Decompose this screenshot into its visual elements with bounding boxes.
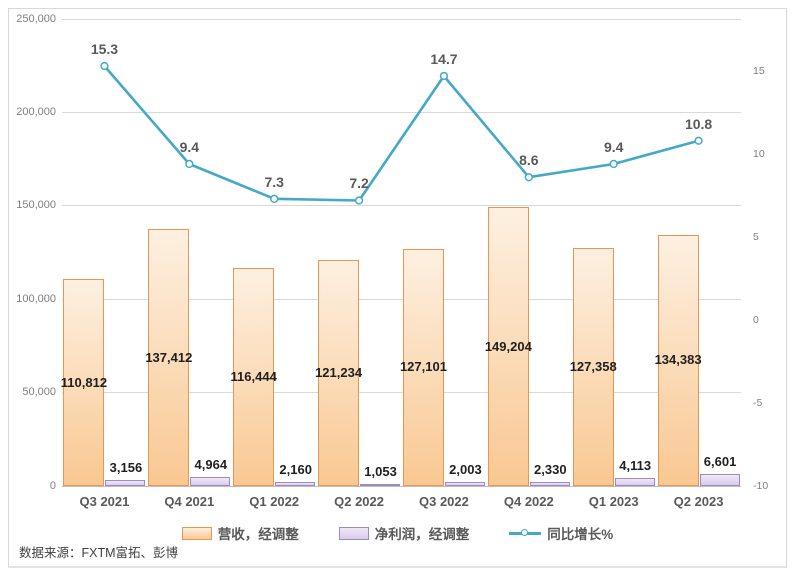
- profit-swatch-icon: [338, 526, 369, 540]
- growth-point-marker: [185, 159, 194, 169]
- growth-point-marker: [270, 194, 279, 203]
- growth-line: [103, 65, 699, 202]
- growth-point-marker: [694, 136, 703, 145]
- chart-frame: 110,812 137,412 116,444 121,234 127,101 149,2…: [8, 8, 787, 568]
- source-note: 数据来源：FXTM富拓、彭博: [19, 546, 179, 560]
- legend: 营收，经调整 净利润，经调整 同比增长%: [9, 523, 786, 543]
- growth-line-series: [100, 61, 703, 205]
- revenue-swatch-icon: [181, 526, 212, 540]
- growth-point-marker: [609, 159, 618, 169]
- growth-point-marker: [100, 61, 109, 71]
- legend-item-growth: 同比增长%: [509, 523, 613, 543]
- growth-point-marker: [439, 71, 449, 81]
- growth-line-swatch-icon: [509, 527, 542, 540]
- legend-item-revenue: 营收，经调整: [181, 523, 299, 543]
- legend-item-profit: 净利润，经调整: [338, 523, 470, 543]
- legend-label-growth: 同比增长%: [547, 527, 614, 542]
- legend-label-revenue: 营收，经调整: [217, 527, 299, 542]
- growth-point-marker: [524, 173, 533, 182]
- growth-point-marker: [354, 196, 364, 205]
- legend-label-profit: 净利润，经调整: [374, 527, 470, 542]
